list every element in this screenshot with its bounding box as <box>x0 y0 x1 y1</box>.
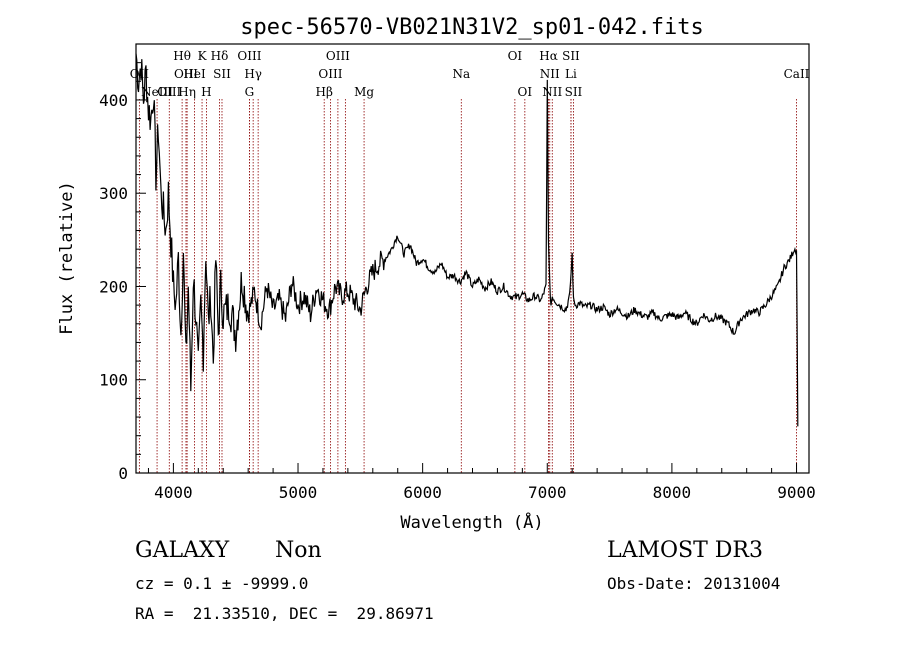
emission-lines-layer <box>138 99 797 473</box>
emission-line-label: OIII <box>174 67 198 81</box>
y-tick-label: 200 <box>99 277 128 296</box>
obs-date-line: Obs-Date: 20131004 <box>607 574 781 593</box>
y-tick-label: 400 <box>99 91 128 110</box>
emission-line-label: Hβ <box>315 85 332 99</box>
emission-line-label: Mg <box>354 85 374 99</box>
spectrum-series-line <box>135 53 799 427</box>
emission-line-label: OI <box>508 49 523 63</box>
emission-line-label: NII <box>540 67 560 81</box>
x-tick-label: 4000 <box>154 483 193 502</box>
chart-title: spec-56570-VB021N31V2_sp01-042.fits <box>240 15 704 40</box>
emission-line-label: SII <box>565 85 583 99</box>
x-tick-label: 5000 <box>279 483 318 502</box>
emission-line-label: NII <box>542 85 562 99</box>
survey-name: LAMOST DR3 <box>607 538 763 563</box>
emission-line-label: OIII <box>237 49 261 63</box>
emission-line-label: Hδ <box>211 49 229 63</box>
y-tick-label: 300 <box>99 184 128 203</box>
x-axis: 4000 5000 6000 7000 8000 9000 <box>147 463 816 502</box>
emission-line-label: Li <box>565 67 577 81</box>
emission-line-label: OIII <box>326 49 350 63</box>
emission-line-label: Hα <box>539 49 558 63</box>
emission-line-label: K <box>198 49 208 63</box>
x-tick-label: 8000 <box>653 483 692 502</box>
x-axis-label: Wavelength (Å) <box>400 511 543 533</box>
x-tick-label: 6000 <box>403 483 442 502</box>
emission-line-label: OIII <box>157 85 181 99</box>
emission-line-label: Hθ <box>173 49 191 63</box>
emission-line-label: H <box>201 85 211 99</box>
redshift-line: cz = 0.1 ± -9999.0 <box>135 574 309 593</box>
emission-line-label: OI <box>518 85 533 99</box>
x-tick-label: 9000 <box>777 483 816 502</box>
emission-line-label: HeI <box>183 67 206 81</box>
plot-frame <box>135 43 810 474</box>
y-axis-label: Flux (relative) <box>57 181 77 335</box>
emission-line-label: CaII <box>784 67 810 81</box>
emission-line-label: Hγ <box>244 67 262 81</box>
x-tick-label: 7000 <box>528 483 567 502</box>
object-subclass: Non <box>275 538 322 563</box>
y-tick-label: 100 <box>99 371 128 390</box>
emission-line-label: NeIII <box>141 85 173 99</box>
emission-line-label: G <box>245 85 255 99</box>
coordinates-line: RA = 21.33510, DEC = 29.86971 <box>135 604 434 623</box>
emission-line-label: Hη <box>178 85 196 99</box>
emission-line-label: SII <box>213 67 231 81</box>
emission-line-label: SII <box>562 49 580 63</box>
y-axis: 0 100 200 300 400 <box>99 62 146 483</box>
y-tick-label: 0 <box>118 464 128 483</box>
emission-line-label: OIII <box>318 67 342 81</box>
object-class: GALAXY <box>135 538 230 563</box>
emission-line-label: Na <box>452 67 470 81</box>
